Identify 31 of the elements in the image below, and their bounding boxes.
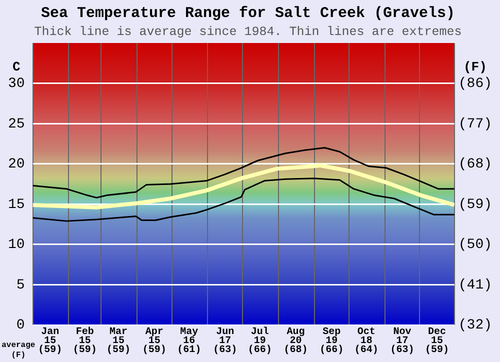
y-tick-label: 10 <box>8 237 25 254</box>
chart-subtitle: Thick line is average since 1984. Thin lines are extremes <box>34 24 462 39</box>
x-tick-label: Aug 20 (68) <box>284 327 308 356</box>
x-tick-label: Sep 19 (66) <box>320 327 344 356</box>
y2-tick-label: (50) <box>458 237 492 254</box>
x-tick-label: Jun 17 (63) <box>213 327 238 356</box>
chart-title: Sea Temperature Range for Salt Creek (Gravels) <box>40 4 456 22</box>
y-tick-label: 5 <box>16 277 25 294</box>
x-tick-label: Apr 15 (59) <box>142 327 166 356</box>
x-tick-label: Nov 17 (63) <box>390 327 414 356</box>
x-tick-label: Jan 15 (59) <box>38 327 62 356</box>
y2-tick-label: (59) <box>458 196 492 213</box>
y-tick-label: 15 <box>8 196 25 213</box>
y2-tick-label: (68) <box>458 156 492 173</box>
y2-tick-label: (86) <box>458 76 492 92</box>
x-tick-label: Oct 18 (64) <box>354 327 378 356</box>
x-tick-label: Mar 15 (59) <box>106 327 131 356</box>
y-tick-label: 0 <box>16 318 25 334</box>
y2-tick-label: (77) <box>458 116 492 132</box>
x-tick-label: May 16 (61) <box>177 327 202 356</box>
x-tick-label: Dec 15 (59) <box>425 327 450 356</box>
y2-axis-title: (F) <box>463 59 487 74</box>
x-tick-label: Jul 19 (66) <box>248 326 272 356</box>
y-tick-label: 25 <box>8 116 25 132</box>
text: average (F) <box>2 341 36 360</box>
y-axis-title: C <box>12 59 20 74</box>
y-tick-label: 20 <box>8 156 25 173</box>
y2-tick-label: (32) <box>458 318 492 334</box>
y-tick-label: 30 <box>8 76 25 92</box>
x-tick-label: Feb 15 (59) <box>72 326 97 356</box>
y2-tick-label: (41) <box>458 277 492 294</box>
